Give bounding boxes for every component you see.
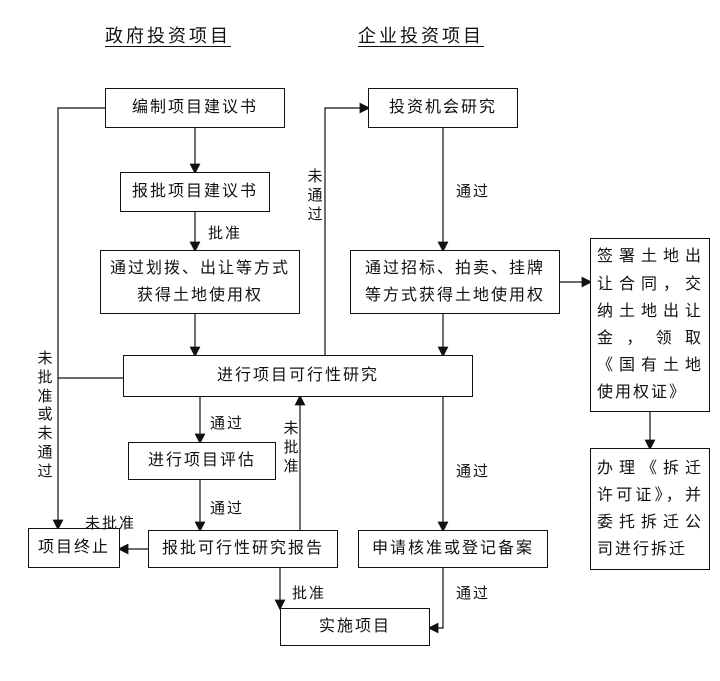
- flowchart-canvas: 政府投资项目 企业投资项目 编制项目建议书报批项目建议书通过划拨、出让等方式获得…: [0, 0, 720, 681]
- edge-app-go: [430, 568, 443, 628]
- edge-f-e1: [325, 108, 368, 355]
- edge-label-g2-g3: 批准: [208, 222, 242, 243]
- edge-vlabel-f-e1: 未通过: [306, 168, 324, 224]
- edge-vlabel-g1-end: 未批准或未通过: [36, 350, 54, 481]
- edge-label-ev-rpt: 通过: [210, 497, 244, 518]
- node-rpt: 报批可行性研究报告: [148, 530, 338, 568]
- node-f: 进行项目可行性研究: [123, 355, 473, 397]
- node-go: 实施项目: [280, 608, 430, 646]
- node-g2: 报批项目建议书: [120, 172, 270, 212]
- edge-label-e1-e3: 通过: [456, 180, 490, 201]
- node-end: 项目终止: [28, 528, 120, 568]
- edge-label-app-go: 通过: [456, 582, 490, 603]
- node-g3: 通过划拨、出让等方式获得土地使用权: [100, 250, 300, 314]
- node-e1: 投资机会研究: [368, 88, 518, 128]
- edge-f-end: [58, 378, 123, 528]
- edge-vlabel-rpt-f: 未批准: [282, 420, 300, 476]
- node-app: 申请核准或登记备案: [358, 530, 548, 568]
- edge-label-rpt-go: 批准: [292, 582, 326, 603]
- node-r1: 签署土地出让合同，交纳土地出让金，领取《国有土地使用权证》: [590, 238, 710, 412]
- node-e3: 通过招标、拍卖、挂牌等方式获得土地使用权: [350, 250, 560, 314]
- edge-label-f-ev: 通过: [210, 412, 244, 433]
- node-r2: 办理《拆迁许可证》，并委托拆迁公司进行拆迁: [590, 448, 710, 570]
- edge-label-rpt-end: 未批准: [85, 512, 136, 533]
- node-g1: 编制项目建议书: [105, 88, 285, 128]
- node-ev: 进行项目评估: [128, 442, 276, 480]
- edge-g1-end: [58, 108, 105, 378]
- edge-label-f-app: 通过: [456, 460, 490, 481]
